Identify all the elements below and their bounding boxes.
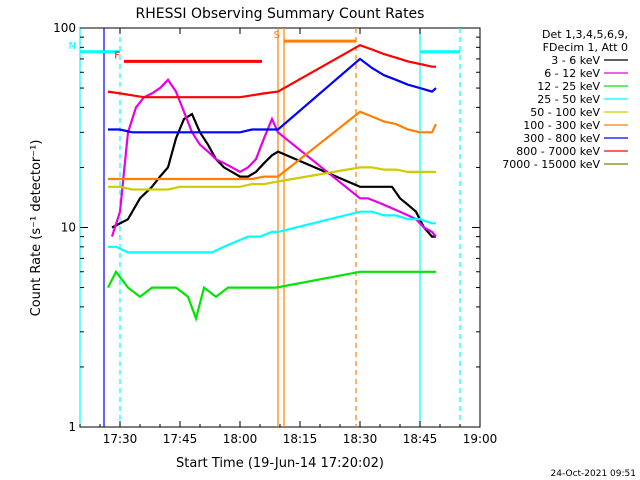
series-line-0 xyxy=(111,112,436,238)
marker-label-f: F xyxy=(114,50,120,61)
tick-layer: 17:30 17:45 18:00 18:15 18:30 18:45 19:00 1 10 10… xyxy=(53,21,497,446)
series-line-2 xyxy=(107,269,436,323)
series-line-5 xyxy=(108,110,437,181)
series-layer xyxy=(107,43,437,323)
x-tick-label-4: 18:30 xyxy=(343,432,378,446)
x-tick-label-2: 18:00 xyxy=(223,432,258,446)
legend-label-1: 6 - 12 keV xyxy=(544,67,600,80)
legend-label-3: 25 - 50 keV xyxy=(537,93,600,106)
footer-timestamp: 24-Oct-2021 09:51 xyxy=(551,469,636,479)
x-tick-label-0: 17:30 xyxy=(103,432,138,446)
marker-label-s: S xyxy=(274,30,280,41)
legend-label-8: 7000 - 15000 keV xyxy=(502,158,600,171)
marker-layer: N F S xyxy=(69,28,461,427)
legend-label-7: 800 - 7000 keV xyxy=(516,145,600,158)
series-line-7 xyxy=(107,43,436,99)
chart-title: RHESSI Observing Summary Count Rates xyxy=(136,6,425,22)
marker-label-n: N xyxy=(69,41,76,52)
legend-label-2: 12 - 25 keV xyxy=(537,80,600,93)
y-tick-label-0: 1 xyxy=(68,420,76,434)
x-tick-label-6: 19:00 xyxy=(463,432,498,446)
x-tick-label-1: 17:45 xyxy=(163,432,198,446)
series-line-6 xyxy=(108,57,437,134)
y-tick-label-1: 10 xyxy=(61,221,76,235)
legend-label-6: 300 - 800 keV xyxy=(523,132,600,145)
series-line-1 xyxy=(110,78,437,238)
x-axis-label: Start Time (19-Jun-14 17:20:02) xyxy=(176,456,384,471)
legend-label-0: 3 - 6 keV xyxy=(551,54,600,67)
legend-label-5: 100 - 300 keV xyxy=(523,119,600,132)
series-line-4 xyxy=(108,166,436,191)
legend-header-1: FDecim 1, Att 0 xyxy=(543,41,628,54)
legend-header-0: Det 1,3,4,5,6,9, xyxy=(542,28,628,41)
series-line-3 xyxy=(108,210,436,254)
y-tick-label-2: 100 xyxy=(53,21,76,35)
y-axis-label: Count Rate (s⁻¹ detector⁻¹) xyxy=(29,140,44,317)
legend-label-4: 50 - 100 keV xyxy=(530,106,600,119)
x-tick-label-3: 18:15 xyxy=(283,432,318,446)
x-tick-label-5: 18:45 xyxy=(403,432,438,446)
legend: Det 1,3,4,5,6,9,FDecim 1, Att 03 - 6 keV… xyxy=(502,28,628,171)
